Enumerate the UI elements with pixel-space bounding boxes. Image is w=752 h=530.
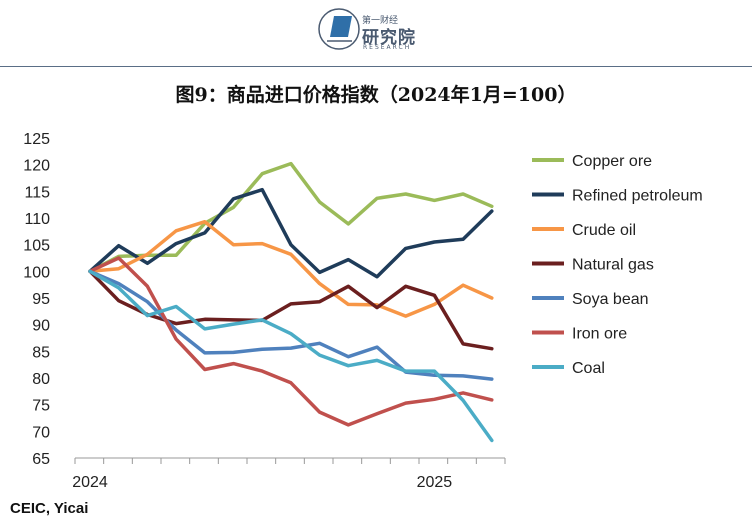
legend-label-coal: Coal [572, 360, 605, 377]
series-lines [88, 161, 494, 443]
legend-label-iron-ore: Iron ore [572, 326, 627, 343]
y-tick-label: 85 [32, 344, 50, 361]
y-tick-label: 125 [23, 131, 50, 148]
y-axis: 65 70 75 80 85 90 95 100 105 110 115 120 125 [23, 131, 50, 468]
y-tick-label: 115 [24, 184, 50, 201]
legend-label-refined-petroleum: Refined petroleum [572, 188, 703, 205]
legend-label-natural-gas: Natural gas [572, 257, 654, 274]
series-line-soya-bean [88, 269, 494, 381]
y-tick-label: 110 [24, 211, 50, 228]
x-tick-label: 2025 [417, 474, 453, 491]
header-divider [0, 66, 752, 67]
series-line-natural-gas [88, 269, 494, 351]
y-tick-label: 95 [32, 291, 50, 308]
y-tick-label: 105 [23, 238, 50, 255]
series-line-coal [88, 269, 494, 443]
legend-label-crude-oil: Crude oil [572, 222, 636, 239]
logo-main-text: 研究院 [362, 28, 416, 48]
y-tick-label: 75 [32, 398, 50, 415]
x-tick-label: 2024 [72, 474, 108, 491]
logo-emblem-icon [318, 8, 360, 50]
source-note: CEIC, Yicai [10, 500, 89, 517]
series-line-iron-ore [88, 256, 494, 427]
legend: Copper ore Refined petroleum Crude oil Natu… [532, 153, 703, 377]
legend-label-copper-ore: Copper ore [572, 153, 652, 170]
y-tick-label: 100 [23, 264, 50, 281]
y-tick-label: 65 [32, 451, 50, 468]
yicai-research-logo: 第一财经 研究院 RESEARCH [318, 6, 428, 54]
series-line-crude-oil [88, 219, 494, 318]
legend-label-soya-bean: Soya bean [572, 291, 649, 308]
y-tick-label: 80 [32, 371, 50, 388]
logo-sub-text: RESEARCH [363, 44, 412, 51]
y-tick-label: 120 [23, 158, 50, 175]
logo-top-text: 第一财经 [362, 16, 399, 26]
x-axis: 2024 2025 [72, 457, 506, 491]
y-tick-label: 90 [32, 318, 50, 335]
chart-title: 图9：商品进口价格指数（2024年1月=100） [175, 84, 577, 106]
y-tick-label: 70 [32, 424, 50, 441]
series-line-refined-petroleum [88, 187, 494, 279]
header: 第一财经 研究院 RESEARCH [0, 0, 752, 66]
